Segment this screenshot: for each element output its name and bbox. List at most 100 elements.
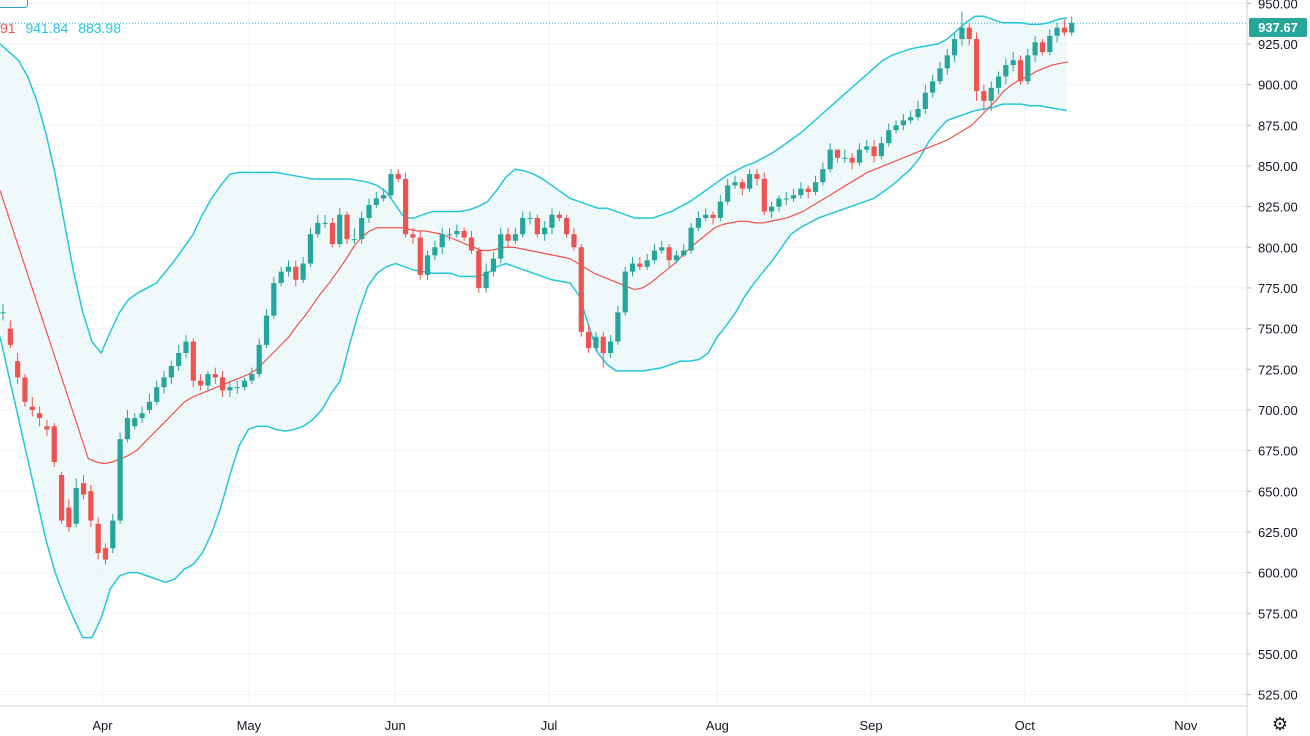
candle-body bbox=[871, 146, 877, 157]
y-tick-label: 625.00 bbox=[1258, 525, 1298, 540]
candle-body bbox=[176, 353, 182, 367]
candle-body bbox=[944, 55, 950, 69]
candle-body bbox=[959, 27, 965, 40]
candle-body bbox=[359, 217, 365, 240]
y-tick-label: 600.00 bbox=[1258, 566, 1298, 581]
x-tick-label: Oct bbox=[1015, 718, 1036, 733]
candle-body bbox=[249, 374, 255, 381]
candle-body bbox=[512, 234, 518, 241]
candle-body bbox=[29, 406, 35, 410]
candle-body bbox=[285, 266, 292, 272]
candle-body bbox=[1054, 27, 1060, 36]
y-tick-label: 950.00 bbox=[1258, 0, 1298, 11]
candle-body bbox=[498, 234, 504, 259]
candle-body bbox=[373, 198, 379, 205]
candle-body bbox=[241, 380, 248, 388]
candle-body bbox=[878, 143, 884, 157]
candle-body bbox=[973, 39, 980, 92]
candle-body bbox=[688, 227, 694, 251]
candle-body bbox=[622, 271, 628, 313]
candle-body bbox=[1047, 35, 1053, 53]
candle-body bbox=[0, 312, 6, 314]
candle-body bbox=[461, 230, 467, 238]
candle-body bbox=[446, 234, 453, 236]
x-tick-label: Aug bbox=[706, 718, 729, 733]
candle-body bbox=[88, 491, 94, 521]
candle-body bbox=[666, 247, 672, 261]
candle-body bbox=[256, 344, 262, 375]
candle-body bbox=[44, 426, 50, 430]
bollinger-upper-line bbox=[0, 15, 1067, 355]
candle-body bbox=[432, 247, 438, 256]
candle-body bbox=[315, 222, 321, 235]
candle-body bbox=[307, 234, 314, 264]
candle-body bbox=[571, 234, 577, 248]
candle-body bbox=[139, 413, 145, 419]
candle-body bbox=[834, 149, 841, 158]
symbol-chip[interactable] bbox=[0, 0, 28, 8]
x-tick-label: May bbox=[237, 718, 262, 733]
y-tick-label: 725.00 bbox=[1258, 362, 1298, 377]
candle-body bbox=[659, 247, 665, 251]
candle-body bbox=[410, 234, 416, 238]
candle-body bbox=[351, 239, 357, 241]
candle-body bbox=[586, 331, 592, 349]
x-tick-label: Sep bbox=[860, 718, 883, 733]
x-tick-label: Jul bbox=[541, 718, 558, 733]
candle-body bbox=[80, 483, 87, 495]
candle-body bbox=[798, 188, 804, 196]
candle-body bbox=[300, 263, 306, 280]
candle-body bbox=[805, 188, 811, 192]
candle-body bbox=[703, 214, 709, 218]
candle-body bbox=[1069, 22, 1075, 33]
y-tick-label: 875.00 bbox=[1258, 118, 1298, 133]
candle-body bbox=[725, 185, 731, 202]
candle-body bbox=[1039, 42, 1046, 53]
candle-body bbox=[190, 341, 196, 381]
candle-body bbox=[607, 341, 614, 353]
y-tick-label: 575.00 bbox=[1258, 606, 1298, 621]
gear-icon[interactable]: ⚙ bbox=[1271, 714, 1289, 734]
candle-body bbox=[520, 217, 526, 235]
candle-body bbox=[51, 426, 57, 462]
candle-body bbox=[717, 201, 723, 218]
candle-body bbox=[908, 117, 914, 121]
candle-body bbox=[293, 266, 299, 280]
candle-body bbox=[534, 217, 540, 235]
y-tick-label: 750.00 bbox=[1258, 322, 1298, 337]
candle-body bbox=[366, 204, 372, 218]
candle-body bbox=[344, 214, 350, 240]
y-tick-label: 825.00 bbox=[1258, 200, 1298, 215]
candle-body bbox=[132, 418, 138, 427]
candle-body bbox=[629, 263, 636, 272]
candle-body bbox=[234, 387, 240, 389]
candle-body bbox=[864, 146, 870, 150]
y-tick-label: 925.00 bbox=[1258, 37, 1298, 52]
candle-body bbox=[66, 507, 72, 528]
candle-body bbox=[637, 263, 643, 267]
candle-body bbox=[168, 366, 174, 378]
candle-body bbox=[183, 341, 189, 353]
candle-body bbox=[154, 387, 160, 402]
candle-body bbox=[490, 258, 497, 272]
candle-body bbox=[754, 174, 760, 179]
candle-body bbox=[673, 255, 680, 261]
y-tick-label: 550.00 bbox=[1258, 647, 1298, 662]
candle-body bbox=[205, 374, 211, 386]
candle-body bbox=[454, 230, 460, 235]
bollinger-basis-line bbox=[0, 61, 1069, 465]
candle-body bbox=[417, 237, 423, 275]
candle-body bbox=[117, 439, 123, 521]
x-tick-label: Nov bbox=[1174, 718, 1198, 733]
candle-body bbox=[995, 76, 1002, 88]
legend-upper-value: 941.84 bbox=[25, 20, 69, 36]
candle-body bbox=[483, 271, 489, 288]
candle-body bbox=[110, 520, 116, 549]
candle-body bbox=[812, 182, 819, 192]
candle-body bbox=[556, 214, 562, 218]
candle-body bbox=[695, 217, 701, 228]
candle-body bbox=[732, 182, 738, 186]
y-tick-label: 525.00 bbox=[1258, 688, 1298, 703]
candle-body bbox=[937, 68, 943, 82]
